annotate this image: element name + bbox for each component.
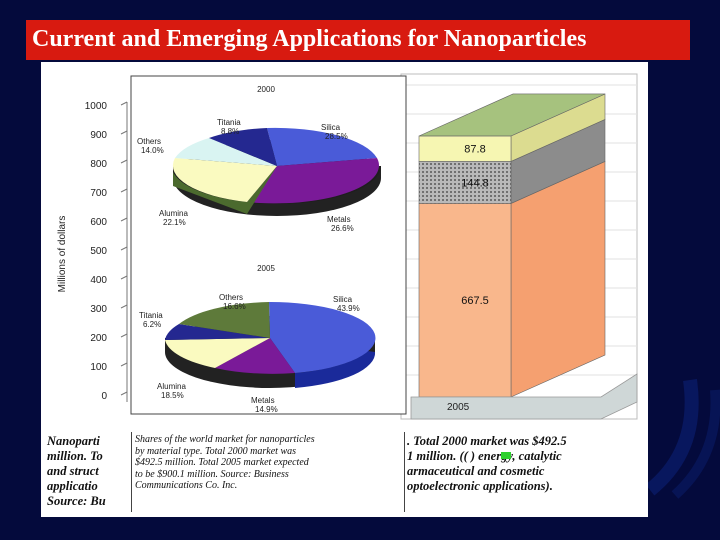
pie-slice-name: Others xyxy=(137,137,161,146)
y-tick-mark xyxy=(120,275,128,280)
caption-line: million. To xyxy=(47,449,103,463)
y-tick-label: 100 xyxy=(90,362,107,373)
caption-line: Communications Co. Inc. xyxy=(135,480,238,491)
y-tick-label: 700 xyxy=(90,188,107,199)
caption-line: Source: Bu xyxy=(47,494,106,508)
pie-2000-title: 2000 xyxy=(257,85,275,94)
legend-green-swatch xyxy=(501,452,511,459)
caption-behind-right: . Total 2000 market was $492.5 1 million… xyxy=(407,434,567,494)
pie-2005-title: 2005 xyxy=(257,264,275,273)
stacked-bar: 667.5 144.8 87.8 xyxy=(418,93,606,398)
caption-line: Shares of the world market for nanoparti… xyxy=(135,434,315,445)
pie-slice-name: Titania xyxy=(217,118,241,127)
caption-line: $492.5 million. Total 2005 market expect… xyxy=(135,457,309,468)
figure-panel: 667.5 144.8 87.8 2005 1000 900 800 700 600 500 4… xyxy=(41,62,648,517)
caption-behind-left: Nanoparti million. To and struct applica… xyxy=(47,434,106,509)
bar-category-label: 2005 xyxy=(447,402,470,413)
bar-chart-floor xyxy=(410,373,638,420)
pie-slice-value: 14.9% xyxy=(255,405,278,414)
pie-2005-slice-silica-side xyxy=(270,338,376,388)
y-tick-label: 400 xyxy=(90,275,107,286)
pie-2000-slice-others xyxy=(175,138,277,166)
bar-segment-label: 144.8 xyxy=(461,177,489,189)
pie-slice-value: 18.5% xyxy=(161,391,184,400)
pie-2005-slice-others xyxy=(179,302,270,338)
pie-slice-value: 26.6% xyxy=(331,224,354,233)
pie-chart-2005 xyxy=(165,301,376,388)
caption-line: Nanoparti xyxy=(47,434,100,448)
pie-2000-slice-silica xyxy=(267,127,377,166)
bar-segment-pattern xyxy=(419,161,511,204)
pie-slice-value: 6.2% xyxy=(143,320,161,329)
y-tick-label: 500 xyxy=(90,246,107,257)
bar-top-face xyxy=(418,93,606,137)
pie-slice-name: Silica xyxy=(333,295,353,304)
pie-slice-value: 22.1% xyxy=(163,218,186,227)
pie-slice-name: Metals xyxy=(251,396,275,405)
caption-line: applicatio xyxy=(47,479,98,493)
pie-2000-slice-metals xyxy=(247,158,379,204)
pie-slice-value: 43.9% xyxy=(337,304,360,313)
caption-line: and struct xyxy=(47,464,99,478)
y-tick-label: 800 xyxy=(90,159,107,170)
bar-segment-label: 87.8 xyxy=(464,144,485,156)
pie-slice-value: 28.5% xyxy=(325,132,348,141)
pie-slice-value: 14.0% xyxy=(141,146,164,155)
y-tick-mark xyxy=(120,101,128,106)
pie-2005-slice-silica xyxy=(269,301,376,373)
pie-slice-name: Alumina xyxy=(157,382,186,391)
y-axis-label: Millions of dollars xyxy=(57,216,68,293)
caption-inset: Shares of the world market for nanoparti… xyxy=(131,432,405,512)
bar-segment-label: 667.5 xyxy=(461,295,489,307)
y-tick-mark xyxy=(120,304,128,309)
y-tick-label: 900 xyxy=(90,130,107,141)
y-tick-mark xyxy=(120,159,128,164)
bar-segment xyxy=(418,203,512,398)
y-tick-mark xyxy=(120,188,128,193)
y-tick-label: 1000 xyxy=(85,101,108,112)
pie-slice-value: 8.8% xyxy=(221,127,239,136)
caption-line: armaceutical and cosmetic xyxy=(407,464,545,478)
bar-segment xyxy=(418,135,512,162)
pie-chart-2000 xyxy=(172,127,381,216)
y-tick-mark xyxy=(120,333,128,338)
caption-line: 1 million. (( ) energy, catalytic xyxy=(407,449,562,463)
y-tick-label: 0 xyxy=(101,391,107,402)
caption-line: to be $900.1 million. Source: Business xyxy=(135,468,289,480)
y-tick-mark xyxy=(120,246,128,251)
pie-slice-name: Others xyxy=(219,293,243,302)
pie-2000-slice-alumina-side xyxy=(173,166,277,214)
y-tick-label: 300 xyxy=(90,304,107,315)
y-tick-mark xyxy=(120,391,128,396)
caption-line: by material type. Total 2000 market was xyxy=(135,445,297,457)
pie-slice-value: 16.6% xyxy=(223,302,246,311)
caption-line: . Total 2000 market was $492.5 xyxy=(407,434,567,448)
pie-2000-slice-titania xyxy=(209,128,277,166)
pie-slice-name: Silica xyxy=(321,123,341,132)
title-bar: Current and Emerging Applications for Na… xyxy=(26,20,690,60)
pie-2005-slice-titania xyxy=(165,324,270,340)
y-tick-mark xyxy=(120,217,128,222)
y-tick-label: 200 xyxy=(90,333,107,344)
y-tick-mark xyxy=(120,130,128,135)
caption-line: optoelectronic applications). xyxy=(407,479,553,493)
pie-slice-name: Titania xyxy=(139,311,163,320)
slide-title: Current and Emerging Applications for Na… xyxy=(32,26,587,52)
background-swoosh-decoration xyxy=(645,379,720,499)
pie-2005-slice-alumina xyxy=(165,338,270,368)
pie-2000-slice-alumina xyxy=(172,158,277,202)
y-tick-label: 600 xyxy=(90,217,107,228)
y-tick-mark xyxy=(120,362,128,367)
pie-slice-name: Alumina xyxy=(159,209,188,218)
pie-2005-slice-metals xyxy=(215,338,295,374)
pie-slice-name: Metals xyxy=(327,215,351,224)
